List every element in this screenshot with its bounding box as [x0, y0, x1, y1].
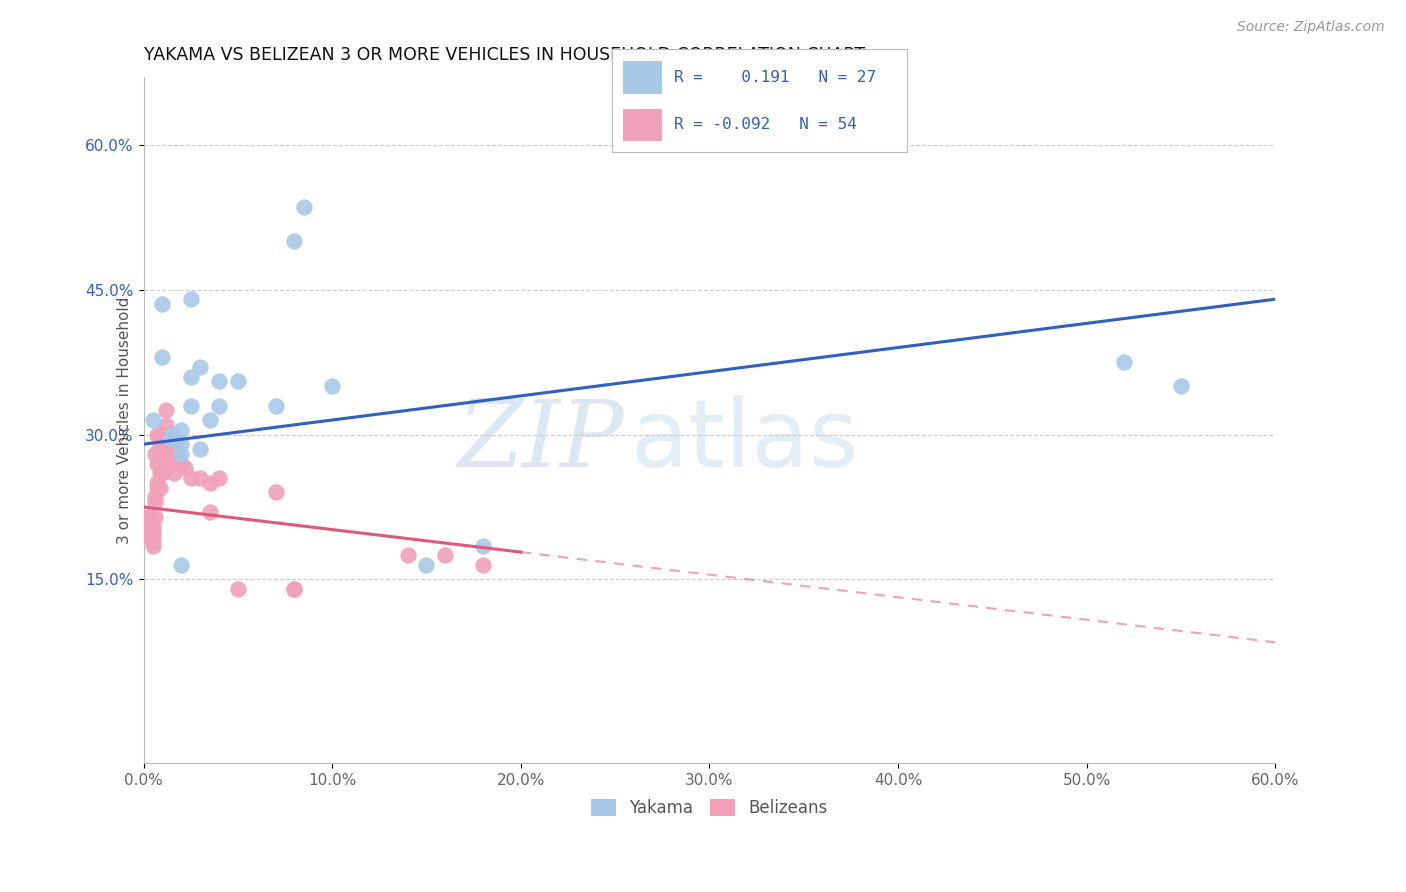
Point [148, 457, 170, 471]
Point [142, 539, 165, 553]
Text: YAKAMA VS BELIZEAN 3 OR MORE VEHICLES IN HOUSEHOLD CORRELATION CHART: YAKAMA VS BELIZEAN 3 OR MORE VEHICLES IN… [143, 46, 865, 64]
Point [138, 529, 160, 543]
Point [188, 442, 211, 456]
Point [180, 369, 202, 384]
Point [472, 558, 495, 572]
Legend: Yakama, Belizeans: Yakama, Belizeans [585, 792, 834, 823]
Point [143, 509, 166, 524]
Point [155, 403, 177, 417]
Point [142, 413, 165, 427]
Point [150, 461, 173, 475]
Text: R = -0.092   N = 54: R = -0.092 N = 54 [673, 118, 856, 133]
Point [170, 457, 193, 471]
Point [264, 485, 287, 500]
Point [150, 466, 173, 480]
Point [160, 433, 183, 447]
Point [159, 427, 181, 442]
Point [226, 582, 249, 596]
Point [139, 509, 162, 524]
Point [321, 379, 343, 393]
Point [142, 533, 165, 548]
Text: atlas: atlas [630, 394, 859, 487]
Point [198, 475, 221, 490]
Point [143, 447, 166, 461]
Point [160, 447, 183, 461]
Text: R =    0.191   N = 27: R = 0.191 N = 27 [673, 70, 876, 86]
Point [283, 582, 305, 596]
Point [150, 297, 173, 311]
Bar [623, 62, 662, 95]
Point [170, 447, 193, 461]
Point [139, 519, 162, 533]
Point [159, 442, 181, 456]
Point [150, 350, 173, 364]
Point [396, 549, 419, 563]
Bar [623, 109, 662, 141]
Text: Source: ZipAtlas.com: Source: ZipAtlas.com [1237, 20, 1385, 34]
Point [150, 457, 173, 471]
Point [180, 292, 202, 306]
Point [150, 433, 173, 447]
Point [155, 417, 177, 432]
Point [157, 442, 180, 456]
Point [198, 413, 221, 427]
Point [283, 234, 305, 248]
Point [208, 399, 231, 413]
Point [170, 423, 193, 437]
Point [208, 471, 231, 485]
Point [143, 491, 166, 505]
Point [142, 524, 165, 538]
Point [142, 529, 165, 543]
Point [136, 509, 159, 524]
Point [149, 481, 172, 495]
Point [143, 495, 166, 509]
Point [292, 200, 315, 214]
Point [180, 399, 202, 413]
Point [160, 451, 183, 466]
Point [145, 427, 167, 442]
Point [160, 427, 183, 442]
Point [139, 515, 162, 529]
Point [1114, 355, 1136, 369]
Point [283, 582, 305, 596]
Point [148, 433, 170, 447]
Point [150, 437, 173, 451]
Point [472, 539, 495, 553]
Point [150, 427, 173, 442]
Point [264, 399, 287, 413]
Point [434, 549, 457, 563]
Point [145, 475, 167, 490]
Text: ZIP: ZIP [458, 395, 624, 485]
Point [145, 481, 167, 495]
Point [157, 457, 180, 471]
Point [170, 558, 193, 572]
Point [160, 427, 183, 442]
Point [415, 558, 437, 572]
Point [165, 433, 187, 447]
Point [148, 442, 170, 456]
Point [138, 524, 160, 538]
Point [208, 375, 231, 389]
Point [145, 457, 167, 471]
Point [142, 519, 165, 533]
Point [174, 461, 197, 475]
Point [188, 471, 211, 485]
Point [163, 466, 186, 480]
Point [226, 375, 249, 389]
Point [149, 466, 172, 480]
Point [180, 471, 202, 485]
Y-axis label: 3 or more Vehicles in Household: 3 or more Vehicles in Household [118, 296, 132, 544]
Point [188, 359, 211, 374]
Point [170, 437, 193, 451]
Point [166, 447, 188, 461]
Point [198, 505, 221, 519]
Point [1170, 379, 1192, 393]
